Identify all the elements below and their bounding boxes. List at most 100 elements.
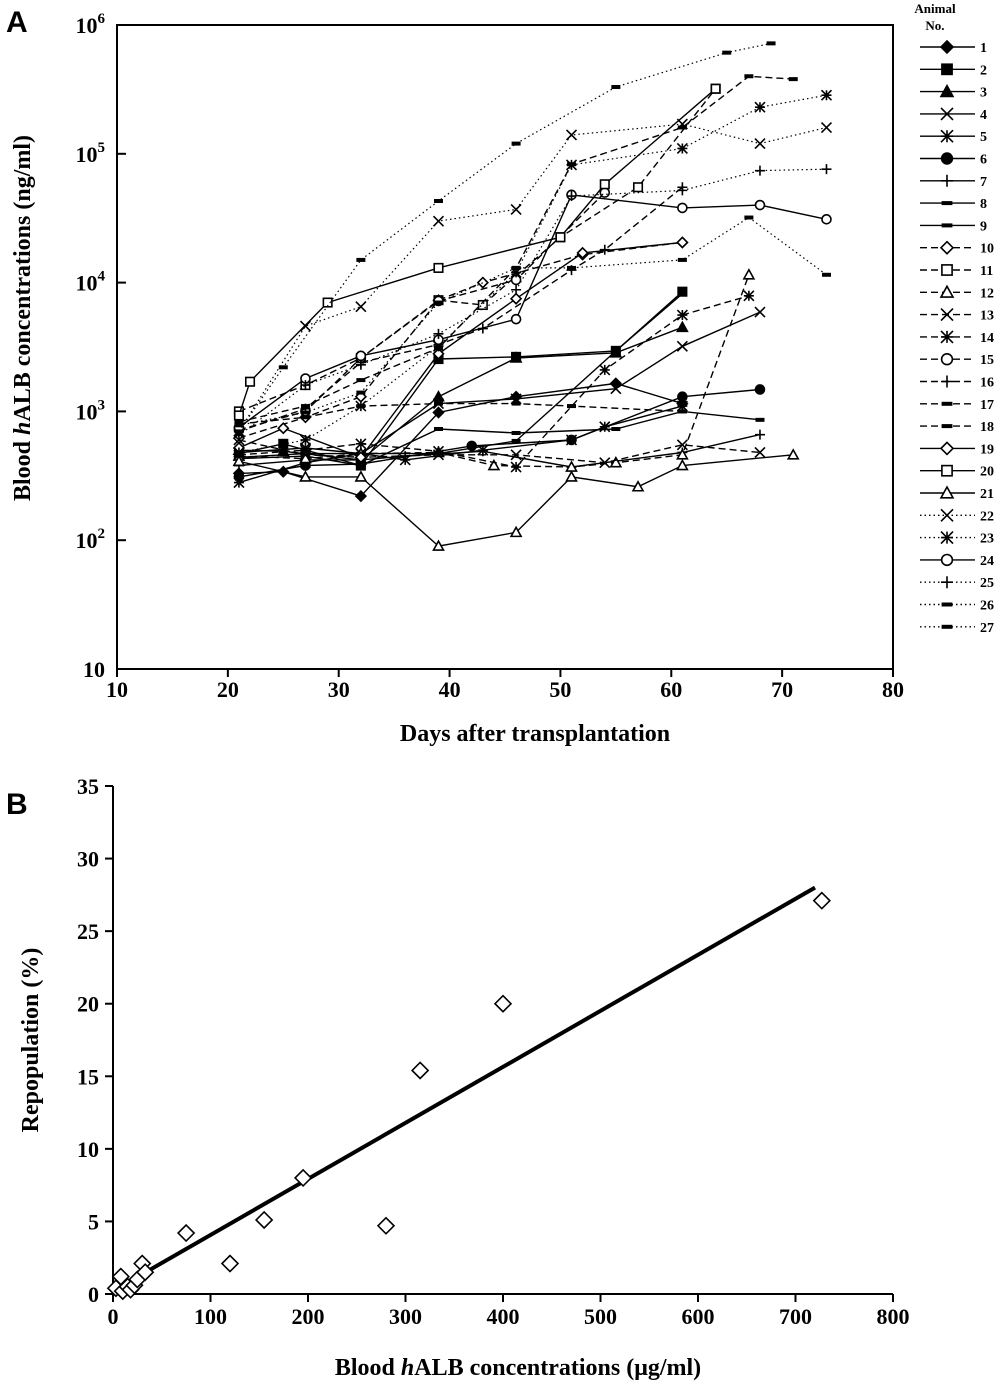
legend-item-6: 6: [920, 152, 987, 168]
scatter-point: [136, 1263, 155, 1282]
legend-marker: [941, 602, 953, 607]
legend-marker: [939, 485, 955, 499]
legend-marker: [940, 308, 954, 322]
scatter-point: [293, 1168, 313, 1188]
data-point: [354, 470, 368, 482]
panel-a-x-axis: 10 20 30 40 50 60 70 80: [106, 669, 904, 702]
legend-marker: [941, 223, 953, 228]
legend-item-18: 18: [920, 420, 994, 435]
data-point: [300, 404, 310, 409]
data-point: [509, 292, 523, 305]
data-point: [510, 449, 522, 461]
data-point: [788, 77, 798, 82]
series-animal-15: [233, 187, 611, 436]
data-point: [234, 429, 244, 434]
data-point: [354, 489, 368, 503]
legend-label: 4: [980, 108, 987, 123]
scatter-point: [254, 1210, 274, 1230]
x-tick-label: 600: [682, 1304, 715, 1329]
panel-a-series-group: [232, 41, 833, 551]
data-point: [766, 41, 776, 46]
x-tick-label: 200: [292, 1304, 325, 1329]
data-point: [754, 429, 765, 440]
legend-item-1: 1: [920, 39, 987, 56]
series-line: [238, 194, 827, 429]
data-point: [821, 214, 832, 225]
data-point: [277, 422, 290, 435]
x-tick-label: 40: [439, 677, 461, 702]
series-line: [238, 94, 827, 454]
data-point: [234, 419, 244, 424]
data-point: [511, 430, 521, 435]
scatter-point: [493, 994, 513, 1013]
data-point: [566, 191, 577, 202]
regression-line: [116, 885, 816, 1290]
legend-marker: [939, 240, 955, 255]
data-point: [676, 309, 688, 321]
legend-label: 14: [980, 331, 994, 346]
data-point: [356, 463, 366, 468]
data-point: [744, 215, 754, 220]
legend-label: 22: [980, 509, 994, 524]
legend-marker: [940, 129, 954, 143]
panel-a-plot-frame: [116, 24, 894, 670]
data-point: [233, 410, 244, 421]
legend-item-2: 2: [920, 63, 987, 78]
data-point: [820, 121, 833, 134]
x-tick-label: 60: [660, 677, 682, 702]
legend-label: 6: [980, 153, 987, 168]
series-line: [238, 311, 761, 455]
data-point: [599, 187, 611, 198]
panel-a-letter: A: [6, 6, 28, 39]
data-point: [233, 477, 245, 489]
x-tick-label: 30: [328, 677, 350, 702]
data-point: [244, 376, 256, 387]
series-animal-26: [234, 215, 831, 428]
series-line: [238, 216, 827, 426]
legend-item-9: 9: [920, 219, 987, 234]
data-point: [511, 438, 521, 443]
data-point: [786, 448, 800, 460]
legend-item-10: 10: [920, 240, 994, 257]
data-point: [433, 199, 443, 204]
legend-label: 26: [980, 599, 994, 614]
data-point: [676, 458, 689, 471]
data-point: [487, 458, 501, 471]
legend-marker: [941, 63, 953, 76]
legend-label: 16: [980, 376, 994, 391]
data-point: [677, 257, 687, 262]
y-tick-label: 10: [83, 657, 105, 682]
legend-marker: [941, 464, 953, 477]
data-point: [356, 257, 366, 262]
x-tick-label: 700: [779, 1304, 812, 1329]
data-point: [676, 439, 688, 451]
y-tick-label: 30: [77, 847, 99, 872]
series-animal-27: [234, 41, 776, 434]
data-point: [432, 445, 445, 457]
data-point: [477, 299, 488, 311]
legend-label: 18: [980, 420, 994, 435]
series-line: [238, 295, 750, 468]
legend-label: 27: [980, 621, 994, 636]
series-line: [238, 88, 717, 416]
data-point: [433, 401, 443, 406]
legend-label: 5: [980, 130, 987, 145]
legend-item-4: 4: [920, 107, 987, 123]
legend-marker: [940, 508, 954, 522]
series-line: [238, 439, 761, 464]
legend-marker: [940, 553, 954, 567]
data-point: [820, 89, 833, 101]
series-line: [238, 433, 761, 468]
legend-item-17: 17: [920, 398, 994, 413]
data-point: [677, 202, 688, 214]
legend-item-12: 12: [920, 284, 994, 301]
legend-label: 10: [980, 242, 994, 257]
legend-item-5: 5: [920, 129, 987, 145]
legend-marker: [940, 107, 954, 121]
panel-b-x-axis: 0 100 200 300 400 500 600 700 800: [108, 1294, 910, 1329]
data-point: [676, 448, 689, 460]
panel-a-y-axis: 10 102 103 104 105 106: [76, 11, 126, 682]
data-point: [433, 328, 444, 339]
legend-label: 11: [980, 264, 993, 279]
